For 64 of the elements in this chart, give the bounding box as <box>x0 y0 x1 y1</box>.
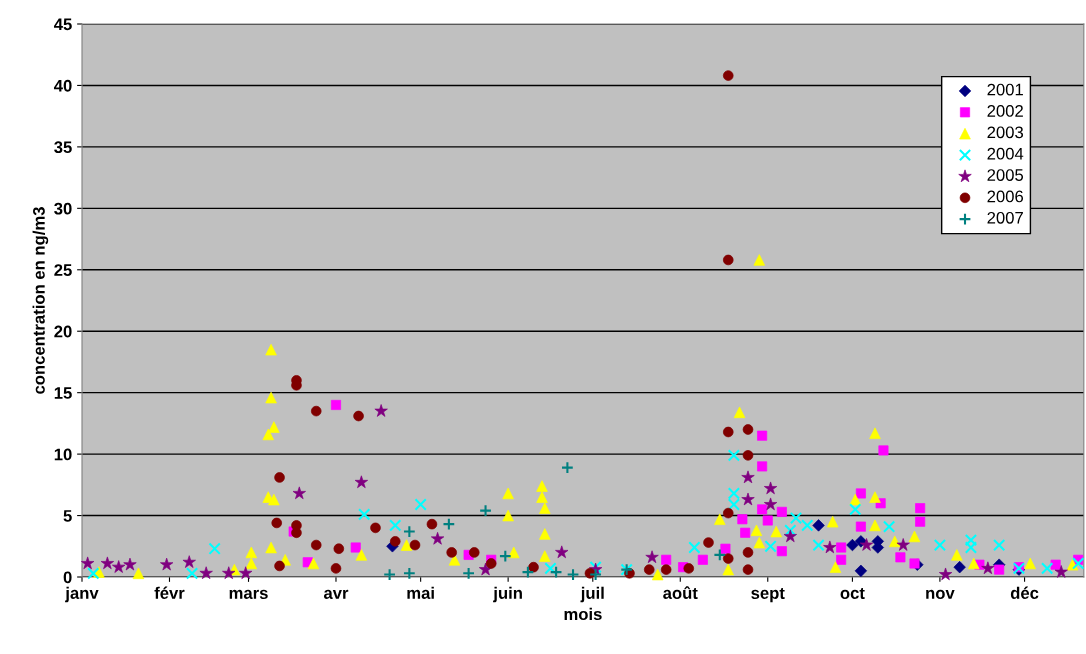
point <box>933 538 947 552</box>
x-tick-label: juil <box>580 586 604 603</box>
legend-label: 2007 <box>987 211 1023 224</box>
legend-label: 2006 <box>987 190 1024 203</box>
x-tick-label: août <box>663 586 698 599</box>
x-tick-label: mars <box>229 589 268 599</box>
y-tick-label: 15 <box>54 387 72 399</box>
y-tick-label: 5 <box>63 510 72 522</box>
point <box>389 519 402 532</box>
point <box>789 511 803 525</box>
legend-label: 2003 <box>987 126 1024 139</box>
legend-label: 2005 <box>987 169 1024 181</box>
point <box>727 498 741 511</box>
x-tick-label: janv <box>65 586 99 603</box>
y-tick-label: 35 <box>54 141 72 154</box>
x-tick-label: juin <box>493 586 522 603</box>
x-axis-title: mois <box>564 607 602 621</box>
point <box>479 504 492 518</box>
y-tick-label: 45 <box>53 18 72 31</box>
legend-label: 2001 <box>987 83 1023 96</box>
point <box>1071 557 1085 570</box>
y-tick-label: 30 <box>54 202 72 215</box>
x-tick-label: mai <box>407 586 434 599</box>
y-tick-label: 20 <box>54 325 72 338</box>
point <box>882 520 896 533</box>
point <box>442 517 456 531</box>
point <box>812 538 825 552</box>
point <box>549 565 563 579</box>
point <box>964 533 978 547</box>
y-tick-label: 0 <box>63 571 72 584</box>
point <box>544 562 557 575</box>
point <box>992 538 1006 552</box>
point <box>727 487 741 500</box>
point <box>964 541 978 554</box>
x-tick-label: oct <box>840 587 865 599</box>
point <box>727 449 741 462</box>
point <box>462 566 476 580</box>
legend-label: 2002 <box>987 105 1023 117</box>
point <box>402 525 416 538</box>
y-axis-title: concentration en ng/m3 <box>32 207 49 394</box>
point <box>498 549 512 563</box>
point <box>764 540 777 553</box>
x-tick-label: nov <box>926 589 955 599</box>
x-tick-label: avr <box>323 589 349 599</box>
point <box>801 519 814 532</box>
legend-label: 2004 <box>987 147 1024 160</box>
x-tick-label: déc <box>1010 586 1039 599</box>
point <box>849 503 862 516</box>
y-tick-label: 10 <box>54 448 72 461</box>
point <box>383 568 397 581</box>
point <box>566 568 580 581</box>
point <box>402 566 416 580</box>
x-tick-label: sept <box>751 587 785 603</box>
point <box>414 498 427 511</box>
point <box>713 548 727 562</box>
point <box>358 508 371 521</box>
point <box>521 565 535 579</box>
x-tick-label: févr <box>154 586 185 599</box>
point <box>589 568 603 581</box>
point <box>1040 562 1054 575</box>
y-tick-label: 25 <box>54 264 72 276</box>
y-tick-label: 40 <box>53 79 72 92</box>
point <box>688 541 701 554</box>
point <box>560 461 574 475</box>
